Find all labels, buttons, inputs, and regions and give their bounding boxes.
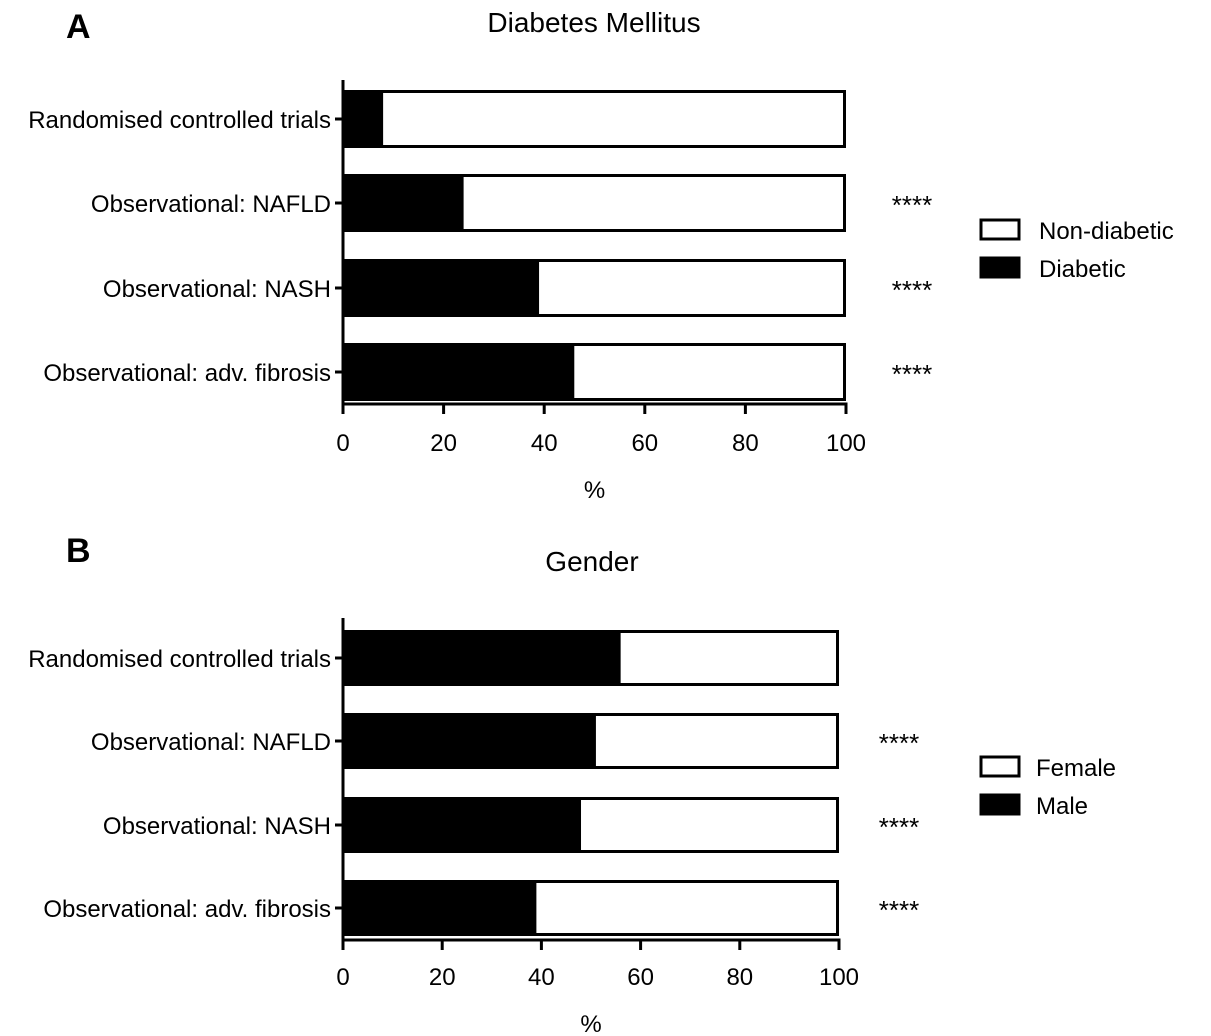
category-label: Observational: NAFLD (91, 191, 331, 218)
bar-segment-diabetic (343, 90, 384, 148)
x-tick-label: 100 (826, 430, 866, 457)
bar-segment-non-diabetic (539, 259, 846, 317)
bar-segment-female (620, 630, 839, 686)
x-tick-label: 100 (819, 964, 859, 991)
panel-letter: B (66, 532, 91, 570)
x-tick-label: 60 (631, 430, 658, 457)
bar-segment-male (343, 880, 537, 936)
x-tick-label: 40 (531, 430, 558, 457)
category-label: Randomised controlled trials (28, 646, 331, 673)
x-tick-label: 80 (726, 964, 753, 991)
category-label: Observational: adv. fibrosis (43, 360, 331, 387)
x-tick-label: 0 (336, 964, 349, 991)
bar-segment-non-diabetic (383, 90, 846, 148)
panel-letter: A (66, 8, 91, 46)
bar-segment-male (343, 713, 596, 769)
legend-swatch (979, 218, 1021, 241)
x-tick-label: 60 (627, 964, 654, 991)
x-tick-label: 20 (430, 430, 457, 457)
bar-segment-non-diabetic (574, 343, 846, 401)
x-tick-label: 80 (732, 430, 759, 457)
legend-label: Female (1036, 755, 1116, 782)
significance-label: **** (892, 275, 932, 305)
x-tick-label: 40 (528, 964, 555, 991)
significance-label: **** (892, 359, 932, 389)
bar-segment-female (536, 880, 839, 936)
category-label: Observational: adv. fibrosis (43, 896, 331, 923)
significance-label: **** (879, 812, 919, 842)
bar-segment-male (343, 630, 621, 686)
x-tick-label: 0 (336, 430, 349, 457)
legend-swatch (979, 256, 1021, 279)
bar-segment-diabetic (343, 259, 540, 317)
legend-swatch (979, 755, 1021, 778)
legend-swatch (979, 793, 1021, 816)
bar-segment-diabetic (343, 343, 575, 401)
bar-segment-female (595, 713, 839, 769)
significance-label: **** (879, 728, 919, 758)
category-label: Observational: NASH (103, 813, 331, 840)
significance-label: **** (879, 895, 919, 925)
legend-label: Male (1036, 793, 1088, 820)
category-label: Randomised controlled trials (28, 107, 331, 134)
category-label: Observational: NAFLD (91, 729, 331, 756)
bar-segment-female (581, 797, 839, 853)
x-tick-label: 20 (429, 964, 456, 991)
significance-label: **** (892, 190, 932, 220)
category-label: Observational: NASH (103, 276, 331, 303)
legend-label: Non-diabetic (1039, 218, 1174, 245)
x-axis-label: % (584, 477, 605, 504)
legend-label: Diabetic (1039, 256, 1126, 283)
chart-title: Gender (545, 546, 638, 577)
x-axis-label: % (580, 1011, 601, 1036)
bar-segment-non-diabetic (463, 174, 846, 232)
bar-segment-male (343, 797, 582, 853)
bar-segment-diabetic (343, 174, 464, 232)
chart-title: Diabetes Mellitus (487, 7, 700, 38)
